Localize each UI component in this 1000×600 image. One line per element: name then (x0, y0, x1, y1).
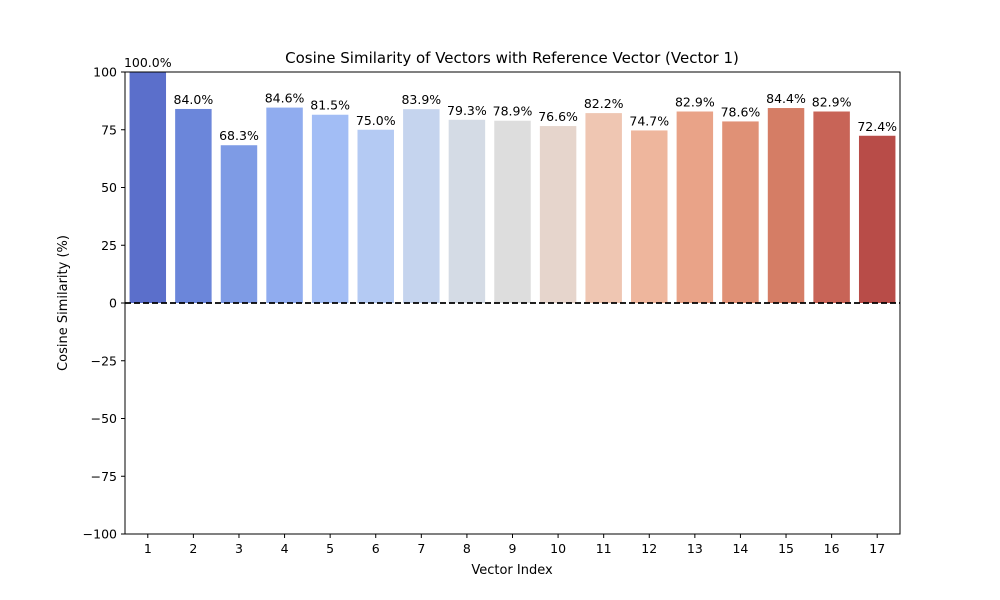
data-label-16: 82.9% (812, 95, 852, 110)
data-label-12: 74.7% (629, 113, 669, 128)
x-tick-label: 6 (372, 541, 380, 556)
x-tick-label: 3 (235, 541, 243, 556)
x-tick-label: 7 (417, 541, 425, 556)
data-label-15: 84.4% (766, 91, 806, 106)
bar-15 (767, 108, 805, 303)
x-tick-label: 14 (732, 541, 748, 556)
data-labels-group: 100.0% 84.0% 68.3% 84.6% 81.5% 75.0% 83.9% 79.3… (124, 55, 897, 143)
x-tick-label: 9 (509, 541, 517, 556)
x-tick-label: 12 (641, 541, 657, 556)
x-tick-label: 15 (778, 541, 794, 556)
x-tick-label: 2 (189, 541, 197, 556)
x-tick-label: 1 (144, 541, 152, 556)
y-tick-label: 75 (101, 122, 117, 137)
data-label-14: 78.6% (721, 104, 761, 119)
y-tick-label: −100 (83, 527, 117, 542)
bar-7 (403, 109, 440, 303)
bar-6 (357, 129, 394, 303)
bar-2 (175, 108, 212, 304)
x-tick-label: 11 (596, 541, 612, 556)
y-tick-label: 25 (101, 238, 117, 253)
y-tick-label: 100 (93, 65, 117, 80)
data-label-7: 83.9% (401, 92, 441, 107)
chart-title: Cosine Similarity of Vectors with Refere… (285, 49, 739, 67)
bar-13 (676, 111, 714, 303)
y-axis: −100 −75 −50 −25 0 25 50 75 100 (83, 65, 125, 542)
data-label-8: 79.3% (447, 103, 487, 118)
x-tick-label: 16 (824, 541, 840, 556)
y-tick-label: 50 (101, 180, 117, 195)
data-label-13: 82.9% (675, 95, 715, 110)
y-tick-label: −25 (91, 353, 117, 368)
bar-16 (813, 111, 850, 303)
x-tick-label: 4 (281, 541, 289, 556)
data-label-17: 72.4% (857, 119, 897, 134)
data-label-10: 76.6% (538, 109, 578, 124)
data-label-11: 82.2% (584, 96, 624, 111)
bar-1 (129, 72, 167, 303)
y-tick-label: −50 (91, 411, 117, 426)
data-label-5: 81.5% (310, 98, 350, 113)
x-tick-label: 8 (463, 541, 471, 556)
bar-17 (858, 135, 896, 303)
y-axis-label: Cosine Similarity (%) (56, 235, 71, 371)
data-label-9: 78.9% (493, 104, 533, 119)
bar-12 (631, 130, 668, 303)
y-tick-label: 0 (109, 296, 117, 311)
data-label-6: 75.0% (356, 113, 396, 128)
x-axis: 1 2 3 4 5 6 7 8 9 10 11 12 13 14 15 16 17 (144, 534, 885, 556)
y-tick-label: −75 (91, 469, 117, 484)
x-axis-label: Vector Index (471, 563, 553, 578)
bar-14 (722, 121, 759, 304)
bars-group (129, 72, 896, 304)
bar-9 (494, 120, 531, 303)
data-label-4: 84.6% (265, 91, 305, 106)
bar-5 (311, 114, 349, 303)
bar-10 (539, 126, 577, 303)
data-label-3: 68.3% (219, 128, 259, 143)
x-tick-label: 5 (326, 541, 334, 556)
x-tick-label: 10 (550, 541, 566, 556)
bar-4 (266, 107, 303, 303)
data-label-2: 84.0% (174, 92, 214, 107)
bar-11 (585, 113, 622, 303)
bar-3 (220, 145, 258, 303)
x-tick-label: 13 (687, 541, 703, 556)
x-tick-label: 17 (869, 541, 885, 556)
bar-8 (448, 119, 486, 303)
data-label-1: 100.0% (124, 55, 172, 70)
